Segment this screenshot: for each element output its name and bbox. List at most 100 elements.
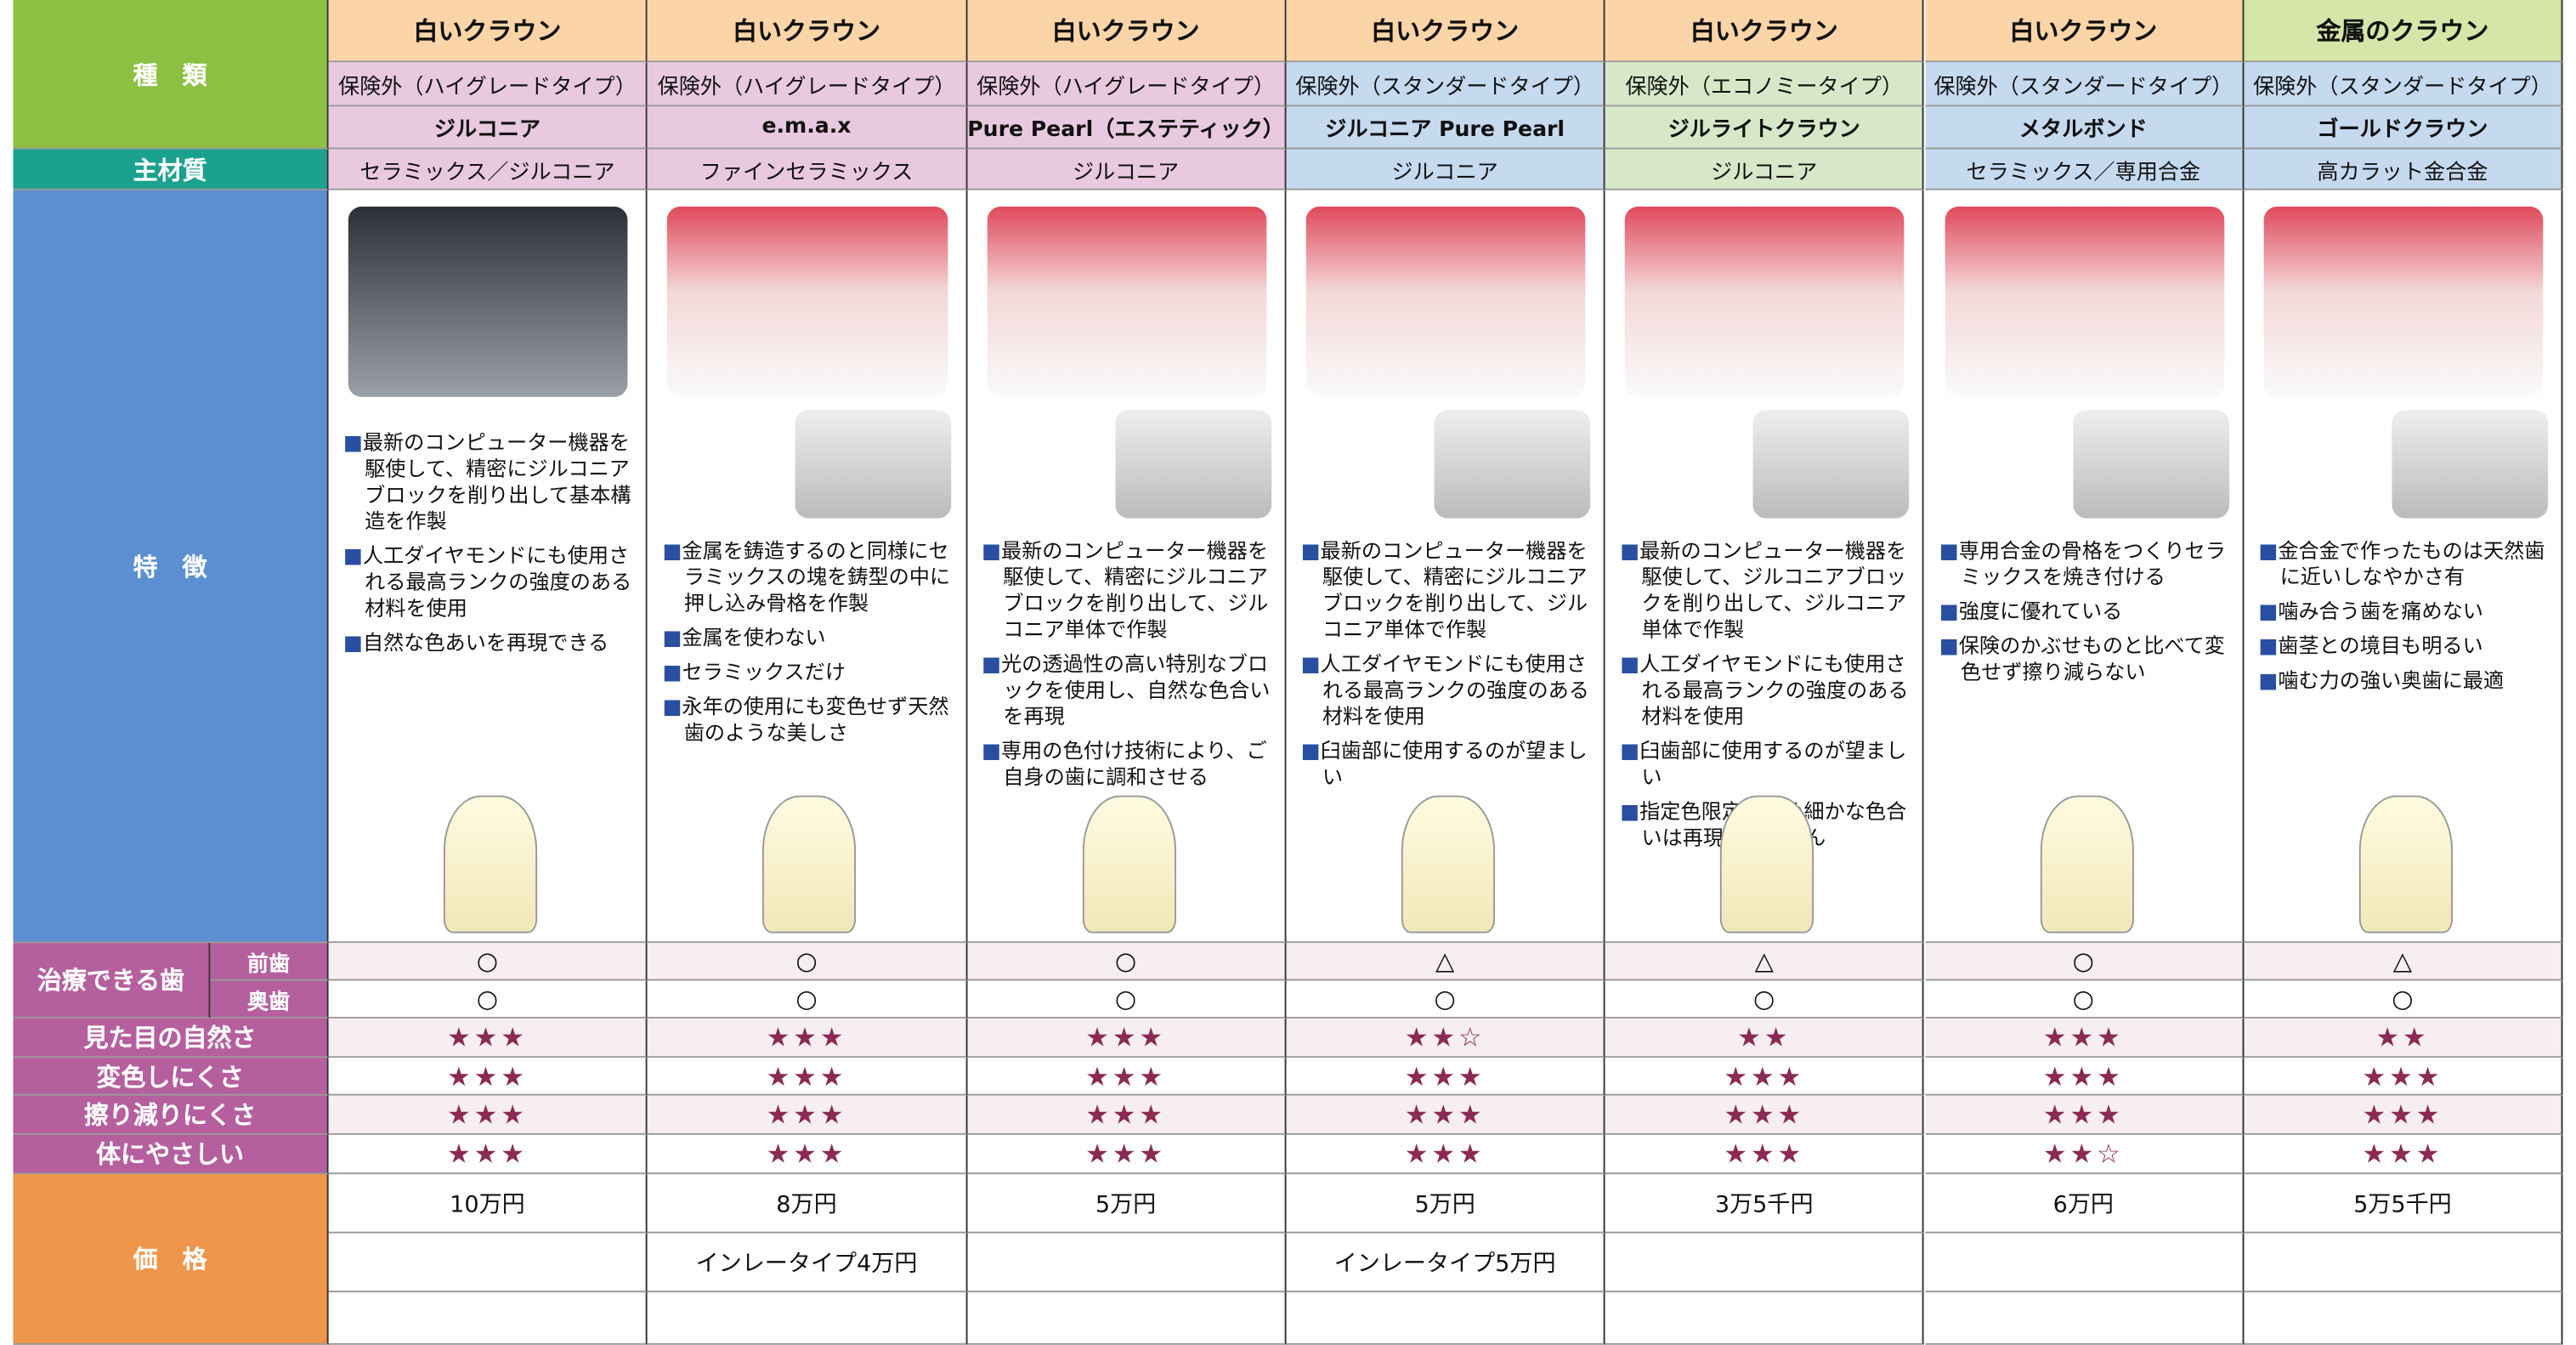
photo bbox=[1752, 410, 1910, 519]
rating: ★★★ bbox=[966, 1095, 1287, 1135]
front-mark: △ bbox=[1605, 943, 1925, 981]
rating: ★★★ bbox=[648, 1058, 967, 1096]
row-label: 奥歯 bbox=[210, 980, 329, 1019]
rating: ★★★ bbox=[648, 1134, 967, 1175]
rating: ★★★ bbox=[1286, 1095, 1605, 1135]
price-empty bbox=[1286, 1292, 1605, 1345]
price: 8万円 bbox=[648, 1174, 967, 1234]
rating: ★★★ bbox=[328, 1018, 648, 1058]
insurance: 保険外（スタンダードタイプ） bbox=[1286, 62, 1605, 107]
category: 白いクラウン bbox=[1286, 0, 1605, 63]
row-label: 種 類 bbox=[13, 0, 329, 150]
rating: ★★★ bbox=[328, 1095, 648, 1135]
feature-item: 最新のコンピューター機器を駆使して、精密にジルコニアブロックを削り出して基本構造… bbox=[343, 429, 637, 534]
rating: ★★★ bbox=[2244, 1058, 2563, 1096]
rating: ★★★ bbox=[1605, 1058, 1925, 1096]
price-note: インレータイプ5万円 bbox=[1286, 1233, 1605, 1293]
insurance: 保険外（ハイグレードタイプ） bbox=[648, 62, 967, 107]
row-label: 治療できる歯 bbox=[13, 943, 211, 1019]
price: 5万円 bbox=[966, 1174, 1287, 1234]
price-empty bbox=[648, 1292, 967, 1345]
rating: ★★★ bbox=[1924, 1095, 2245, 1135]
rating: ★★☆ bbox=[1924, 1134, 2245, 1175]
rating: ★★★ bbox=[648, 1095, 967, 1135]
photo bbox=[667, 207, 948, 397]
feature-list: 最新のコンピューター機器を駆使して、精密にジルコニアブロックを削り出して、ジルコ… bbox=[1301, 538, 1594, 866]
photo bbox=[1434, 410, 1590, 519]
rating: ★★★ bbox=[1924, 1018, 2245, 1058]
insurance: 保険外（エコノミータイプ） bbox=[1605, 62, 1925, 107]
feature-item: 臼歯部に使用するのが望ましい bbox=[1301, 738, 1594, 791]
price: 10万円 bbox=[328, 1174, 648, 1234]
feature-list: 最新のコンピューター機器を駆使して、精密にジルコニアブロックを削り出して、ジルコ… bbox=[982, 538, 1275, 866]
row-label: 特 徴 bbox=[13, 190, 329, 944]
category: 白いクラウン bbox=[1605, 0, 1925, 63]
material: ジルコニア bbox=[1605, 149, 1925, 190]
feature-item: 臼歯部に使用するのが望ましい bbox=[1620, 738, 1913, 791]
rating: ★★★ bbox=[966, 1134, 1287, 1175]
feature-item: 人工ダイヤモンドにも使用される最高ランクの強度のある材料を使用 bbox=[1301, 651, 1594, 730]
rating: ★★ bbox=[1605, 1018, 1925, 1058]
price-note-empty bbox=[966, 1233, 1287, 1293]
material: ジルコニア bbox=[1286, 149, 1605, 190]
price-note-empty bbox=[2244, 1233, 2563, 1293]
material: 高カラット金合金 bbox=[2244, 149, 2563, 190]
tooth-diagram bbox=[1720, 795, 1815, 934]
price: 5万5千円 bbox=[2244, 1174, 2563, 1234]
product: ゴールドクラウン bbox=[2244, 106, 2563, 150]
product: ジルコニア Pure Pearl bbox=[1286, 106, 1605, 150]
tooth-diagram bbox=[1401, 795, 1495, 934]
product: ジルライトクラウン bbox=[1605, 106, 1925, 150]
rating: ★★★ bbox=[1605, 1095, 1925, 1135]
rating: ★★★ bbox=[328, 1058, 648, 1096]
photo bbox=[1944, 207, 2224, 397]
photo bbox=[986, 207, 1267, 397]
tooth-diagram bbox=[443, 795, 538, 934]
feature-item: 強度に優れている bbox=[1939, 599, 2233, 625]
rating: ★★★ bbox=[966, 1058, 1287, 1096]
row-label: 価 格 bbox=[13, 1174, 329, 1345]
front-mark: ○ bbox=[966, 943, 1287, 981]
price-empty bbox=[1605, 1292, 1925, 1345]
price-empty bbox=[328, 1292, 648, 1345]
photo bbox=[2392, 410, 2548, 519]
front-mark: ○ bbox=[328, 943, 648, 981]
feature-item: 最新のコンピューター機器を駆使して、精密にジルコニアブロックを削り出して、ジルコ… bbox=[982, 538, 1275, 643]
feature-item: 金属を使わない bbox=[663, 625, 956, 651]
feature-item: 人工ダイヤモンドにも使用される最高ランクの強度のある材料を使用 bbox=[1620, 651, 1913, 730]
insurance: 保険外（スタンダードタイプ） bbox=[2244, 62, 2563, 107]
feature-item: 金属を鋳造するのと同様にセラミックスの塊を鋳型の中に押し込み骨格を作製 bbox=[663, 538, 956, 617]
feature-item: 金合金で作ったものは天然歯に近いしなやかさ有 bbox=[2258, 538, 2551, 591]
front-mark: △ bbox=[2244, 943, 2563, 981]
row-label: 変色しにくさ bbox=[13, 1058, 329, 1096]
product: Pure Pearl（エステティック） bbox=[966, 106, 1287, 150]
back-mark: ○ bbox=[1605, 980, 1925, 1019]
material: ファインセラミックス bbox=[648, 149, 967, 190]
feature-item: 専用合金の骨格をつくりセラミックスを焼き付ける bbox=[1939, 538, 2233, 591]
photo bbox=[2072, 410, 2229, 519]
rating: ★★★ bbox=[966, 1018, 1287, 1058]
price: 5万円 bbox=[1286, 1174, 1605, 1234]
photo bbox=[1305, 207, 1586, 397]
feature-item: 保険のかぶせものと比べて変色せず擦り減らない bbox=[1939, 633, 2233, 686]
feature-list: 金合金で作ったものは天然歯に近いしなやかさ有噛み合う歯を痛めない歯茎との境目も明… bbox=[2258, 538, 2551, 866]
tooth-diagram bbox=[1082, 795, 1176, 934]
photo bbox=[348, 207, 628, 397]
front-mark: △ bbox=[1286, 943, 1605, 981]
back-mark: ○ bbox=[966, 980, 1287, 1019]
price-empty bbox=[966, 1292, 1287, 1345]
price-empty bbox=[2244, 1292, 2563, 1345]
insurance: 保険外（スタンダードタイプ） bbox=[1924, 62, 2245, 107]
rating: ★★☆ bbox=[1286, 1018, 1605, 1058]
tooth-diagram bbox=[2039, 795, 2134, 934]
feature-item: 最新のコンピューター機器を駆使して、ジルコニアブロックを削り出して、ジルコニア単… bbox=[1620, 538, 1913, 643]
rating: ★★ bbox=[2244, 1018, 2563, 1058]
price-empty bbox=[1924, 1292, 2245, 1345]
price-note-empty bbox=[1605, 1233, 1925, 1293]
rating: ★★★ bbox=[2244, 1095, 2563, 1135]
back-mark: ○ bbox=[1286, 980, 1605, 1019]
price: 3万5千円 bbox=[1605, 1174, 1925, 1234]
row-label: 擦り減りにくさ bbox=[13, 1095, 329, 1135]
photo bbox=[2263, 207, 2544, 397]
